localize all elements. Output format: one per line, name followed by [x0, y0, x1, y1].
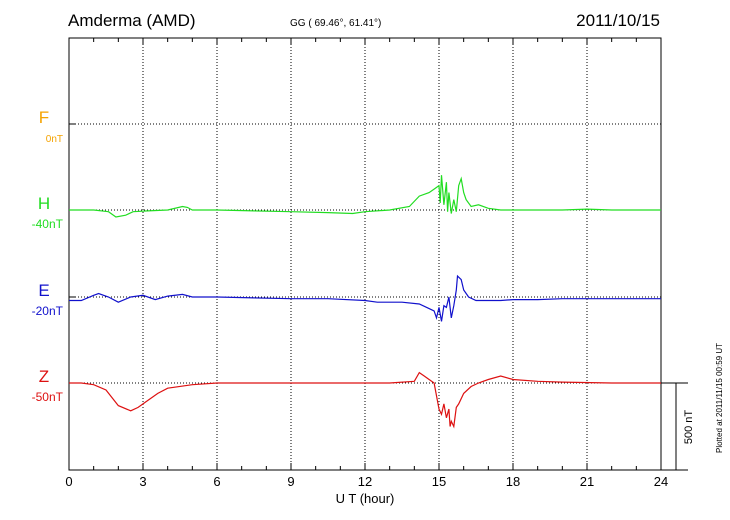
station-title: Amderma (AMD)	[68, 11, 196, 30]
component-name-f: F	[39, 108, 49, 127]
component-name-e: E	[38, 281, 49, 300]
x-tick-label: 9	[287, 474, 294, 489]
x-tick-label: 24	[654, 474, 668, 489]
x-tick-label: 0	[65, 474, 72, 489]
x-tick-label: 6	[213, 474, 220, 489]
vertical-gridlines	[142, 38, 588, 470]
component-name-h: H	[38, 194, 50, 213]
trace-h	[69, 175, 661, 218]
trace-e	[69, 274, 661, 322]
component-baseline-h: -40nT	[32, 217, 64, 231]
component-traces	[69, 175, 661, 429]
trace-z	[69, 371, 661, 429]
component-baseline-f: 0nT	[46, 134, 63, 145]
station-coordinates: GG ( 69.46°, 61.41°)	[290, 18, 381, 29]
component-baseline-z: -50nT	[32, 390, 64, 404]
component-baseline-e: -20nT	[32, 304, 64, 318]
component-labels: F 0nT H -40nT E -20nT Z -50nT	[32, 108, 64, 404]
x-axis-tick-labels: 0 3 6 9 12 15 18 21 24	[65, 474, 668, 489]
x-axis-label: U T (hour)	[336, 491, 395, 506]
component-name-z: Z	[39, 367, 49, 386]
x-tick-label: 18	[506, 474, 520, 489]
scale-bar-label: 500 nT	[683, 410, 695, 445]
x-tick-label: 12	[358, 474, 372, 489]
date-label: 2011/10/15	[576, 11, 660, 30]
x-tick-label: 21	[580, 474, 594, 489]
scale-bar	[661, 382, 688, 471]
x-axis-ticks	[68, 38, 662, 470]
x-tick-label: 15	[432, 474, 446, 489]
x-tick-label: 3	[139, 474, 146, 489]
plotted-at-note: Plotted at 2011/11/15 00:59 UT	[715, 343, 724, 453]
